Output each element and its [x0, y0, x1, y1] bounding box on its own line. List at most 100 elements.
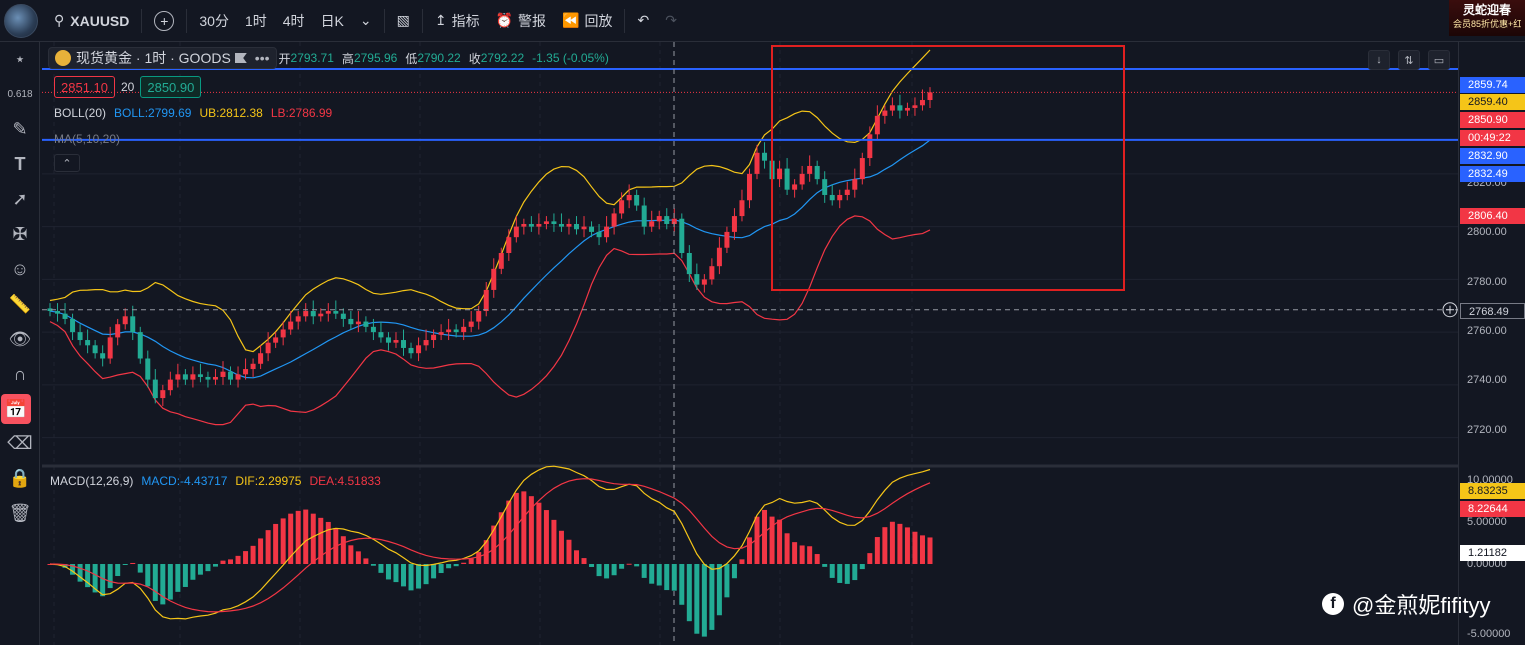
macd-histogram-bar — [686, 564, 692, 622]
eraser-icon[interactable]: ⌫ — [7, 433, 33, 453]
macd-histogram-bar — [265, 530, 271, 564]
candle-body — [265, 342, 271, 354]
indicators-button[interactable]: ↥ 指标 — [427, 0, 488, 42]
macd-histogram-bar — [701, 564, 707, 637]
candle-body — [333, 311, 339, 314]
candle-body — [897, 105, 903, 111]
buy-price-button[interactable]: 2850.90 — [140, 76, 202, 98]
high-value: 2795.96 — [353, 51, 398, 65]
trend-line-icon[interactable]: ➚ — [12, 189, 28, 209]
macd-histogram-bar — [318, 517, 324, 564]
candle-body — [912, 105, 918, 108]
candle-body — [325, 311, 331, 314]
emoji-icon[interactable]: ☺ — [10, 259, 30, 279]
collapse-pane-button[interactable]: ⇅ — [1398, 50, 1420, 70]
macd-histogram-bar — [348, 545, 354, 564]
scroll-down-button[interactable]: ↓ — [1368, 50, 1390, 70]
symbol-box[interactable]: 现货黄金 · 1时 · GOODS ••• — [48, 47, 277, 69]
macd-histogram-bar — [566, 539, 572, 564]
trash-icon[interactable]: 🗑 — [8, 503, 32, 523]
macd-histogram-bar — [160, 564, 166, 605]
price-chart-svg[interactable] — [42, 42, 1458, 645]
candle-body — [814, 165, 820, 180]
replay-button[interactable]: ⏪ 回放 — [554, 0, 620, 42]
alert-button[interactable]: ⏰ 警报 — [488, 0, 554, 42]
text-tool-icon[interactable]: T — [14, 154, 26, 174]
timeframe-1d[interactable]: 日K — [320, 12, 344, 29]
macd-histogram-bar — [137, 564, 143, 573]
calendar-icon[interactable]: 📅 — [1, 394, 31, 424]
pencil-icon[interactable]: ✎ — [12, 119, 28, 139]
chart-type-button[interactable]: ▧ — [389, 0, 418, 42]
add-symbol-button[interactable]: + — [146, 0, 182, 42]
symbol-search[interactable]: ⚲ XAUUSD — [46, 0, 137, 42]
candle-body — [589, 226, 595, 232]
drawing-toolbar: ⋆ 0.618 ✎ T ➚ ✠ ☺ 📏 👁 ∩ 📅 ⌫ 🔒 🗑 — [0, 42, 40, 645]
promo-banner[interactable]: 灵蛇迎春 会员85折优惠+红 — [1449, 0, 1525, 36]
timeframe-4h[interactable]: 4时 — [282, 12, 305, 29]
candle-body — [182, 374, 188, 380]
trade-row: 2851.10 20 2850.90 — [54, 76, 202, 98]
timeframe-dropdown[interactable]: ⌄ — [352, 0, 380, 42]
magnet-icon[interactable]: ∩ — [13, 364, 27, 384]
pattern-tool-icon[interactable]: ✠ — [12, 224, 28, 244]
candle-body — [393, 340, 399, 343]
redo-icon: ↷ — [665, 12, 677, 28]
chart-pane[interactable]: 现货黄金 · 1时 · GOODS ••• 开 2793.71 高 2795.96 … — [42, 42, 1458, 645]
eye-icon[interactable]: 👁 — [8, 329, 32, 349]
candle-body — [731, 216, 737, 232]
macd-histogram-bar — [491, 525, 497, 564]
macd-histogram-bar — [882, 527, 888, 564]
candle-body — [92, 345, 98, 354]
annotation-box — [771, 45, 1125, 291]
undo-button[interactable]: ↶ — [629, 0, 657, 42]
maximize-pane-button[interactable]: ▭ — [1428, 50, 1450, 70]
macd-histogram-bar — [423, 564, 429, 585]
candle-body — [416, 345, 422, 354]
candle-body — [882, 110, 888, 116]
collapse-legend-button[interactable]: ⌃ — [54, 154, 80, 172]
macd-dif-line — [49, 465, 931, 620]
macd-axis-label: 5.00000 — [1467, 516, 1507, 528]
macd-histogram-bar — [927, 537, 933, 564]
macd-histogram-bar — [115, 564, 121, 577]
candle-body — [656, 216, 662, 222]
macd-histogram-bar — [731, 564, 737, 579]
crosshair-tool-icon[interactable]: ⋆ — [14, 49, 26, 69]
replay-label: 回放 — [584, 12, 613, 29]
candle-body — [619, 200, 625, 214]
user-avatar[interactable] — [4, 3, 38, 38]
candle-body — [859, 158, 865, 180]
candle-body — [566, 223, 572, 227]
timeframe-30m[interactable]: 30分 — [199, 12, 229, 29]
timeframe-1h[interactable]: 1时 — [244, 12, 267, 29]
plus-circle-icon: + — [154, 10, 175, 31]
macd-histogram-bar — [325, 521, 331, 564]
macd-histogram-bar — [611, 564, 617, 576]
candle-body — [498, 253, 504, 269]
macd-histogram-bar — [814, 554, 820, 564]
chevron-down-icon: ⌄ — [359, 12, 372, 28]
fib-retracement-icon[interactable]: 0.618 — [7, 89, 33, 100]
candle-body — [679, 218, 685, 253]
macd-histogram-bar — [837, 564, 843, 583]
sell-price-button[interactable]: 2851.10 — [54, 76, 115, 98]
candle-body — [363, 321, 369, 327]
macd-histogram-bar — [754, 516, 760, 564]
macd-histogram-bar — [205, 564, 211, 572]
candle-body — [513, 226, 519, 238]
macd-histogram-bar — [799, 545, 805, 564]
boll-mid-line — [49, 139, 931, 379]
more-icon[interactable]: ••• — [254, 50, 270, 66]
ma-label: MA(5,10,20) — [54, 132, 121, 146]
redo-button[interactable]: ↷ — [657, 0, 685, 42]
candle-body — [77, 332, 83, 341]
price-axis[interactable]: 2820.00 2800.00 2780.00 2760.00 2740.00 … — [1458, 42, 1525, 645]
countdown-tag: 00:49:22 — [1460, 130, 1525, 146]
lock-icon[interactable]: 🔒 — [8, 468, 32, 488]
macd-histogram-bar — [280, 518, 286, 564]
candle-body — [837, 194, 843, 201]
alarm-clock-icon: ⏰ — [495, 12, 514, 28]
dea-value: DEA:4.51833 — [309, 474, 381, 488]
ruler-icon[interactable]: 📏 — [8, 294, 32, 314]
